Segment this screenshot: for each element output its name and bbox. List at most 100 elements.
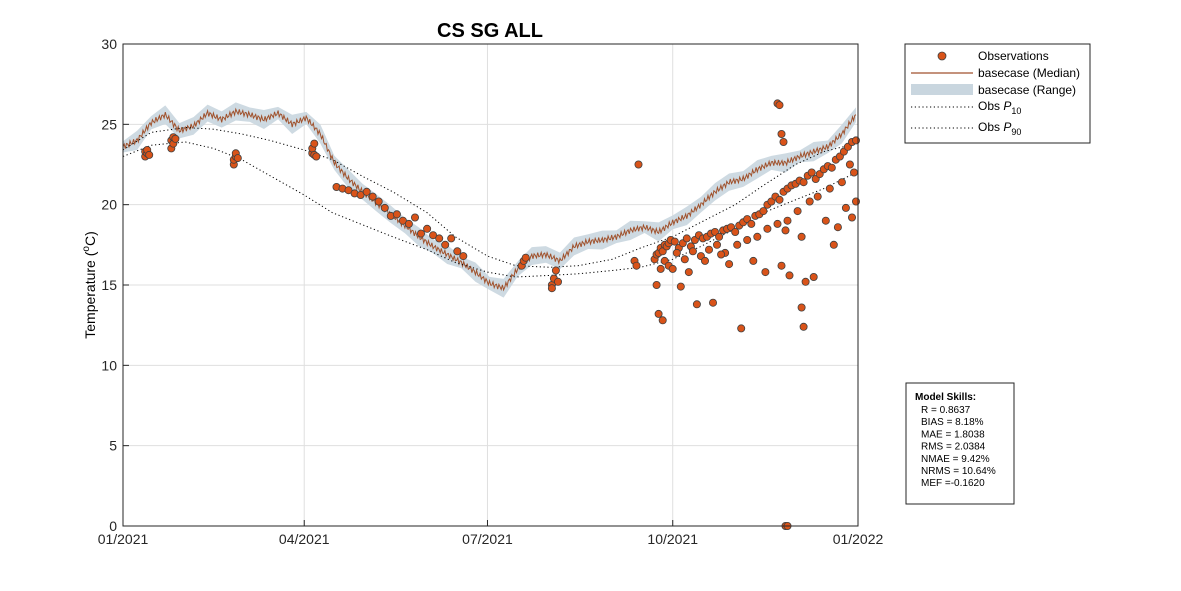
observation-point [763,224,772,233]
y-axis-ticks: 0 5 10 15 20 25 30 [101,36,129,534]
observation-point [380,203,389,212]
observation-point [356,190,365,199]
y-tick-label: 15 [101,277,117,293]
observation-point [632,261,641,270]
y-axis-label-main: Temperature ( [82,251,98,338]
observation-point [749,256,758,265]
observation-point [701,256,710,265]
observation-point [827,163,836,172]
legend-p10-text: Obs [978,99,1003,113]
observation-point [833,223,842,232]
observation-point [447,234,456,243]
observation-point [441,240,450,249]
model-skill-line: MAE = 1.8038 [921,429,985,440]
observation-point [797,232,806,241]
observation-point [362,187,371,196]
y-axis-label: Temperature (oC) [81,231,98,339]
legend-p90-p: P [1003,120,1011,134]
observation-point [713,240,722,249]
observation-point [775,101,784,110]
observation-point [634,160,643,169]
observation-point [773,219,782,228]
observation-point [781,226,790,235]
observation-point [825,184,834,193]
observation-point [680,255,689,264]
observation-point [848,213,857,222]
model-skills-frame [905,382,1015,505]
observation-point [777,261,786,270]
legend-range-patch [911,84,973,95]
observation-point [705,245,714,254]
observation-point [670,237,679,246]
model-skills-title: Model Skills: [915,392,976,403]
y-tick-label: 5 [109,438,117,454]
observation-point [554,277,563,286]
x-axis-ticks: 01/2021 04/2021 07/2021 10/2021 01/2022 [98,520,884,547]
observation-point [171,134,180,143]
observation-point [841,203,850,212]
observation-point [797,303,806,312]
observation-markers [141,99,861,531]
observation-point [392,210,401,219]
observation-point [850,168,859,177]
y-tick-label: 30 [101,36,117,52]
legend: Observations basecase (Median) basecase … [904,43,1091,144]
model-skill-line: BIAS = 8.18% [921,417,984,428]
x-tick-label: 01/2021 [98,531,149,547]
y-tick-label: 25 [101,116,117,132]
observation-point [656,264,665,273]
percentile-lines [122,126,857,278]
model-skill-line: RMS = 2.0384 [921,442,986,453]
observation-point [521,253,530,262]
observation-point [761,268,770,277]
observation-point [374,197,383,206]
x-tick-label: 04/2021 [279,531,330,547]
y-tick-label: 10 [101,357,117,373]
legend-p90-text: Obs [978,120,1003,134]
observation-point [717,250,726,259]
observation-point [453,247,462,256]
observation-point [692,300,701,309]
observation-point [852,197,861,206]
observation-point [715,232,724,241]
observation-point [416,229,425,238]
legend-p90-sub: 90 [1011,127,1021,137]
model-skill-line: NMAE = 9.42% [921,454,990,465]
median-line [122,107,857,292]
observation-point [459,252,468,261]
observation-point [682,234,691,243]
x-tick-label: 10/2021 [647,531,698,547]
observation-point [676,282,685,291]
observation-point [684,268,693,277]
observation-point [743,235,752,244]
observation-point [233,154,242,163]
observation-point [779,137,788,146]
observation-point [785,271,794,280]
legend-median-label: basecase (Median) [978,66,1080,80]
observation-point [145,150,154,159]
observation-point [783,216,792,225]
observation-point [737,324,746,333]
legend-observations-label: Observations [978,49,1049,63]
observation-point [775,195,784,204]
observation-point [801,277,810,286]
p10-line [122,141,857,278]
observation-point [435,234,444,243]
observation-point [652,280,661,289]
observation-point [813,192,822,201]
observation-point [668,264,677,273]
y-axis-label-unit: C) [82,231,98,246]
observation-point [725,260,734,269]
observation-point [547,284,556,293]
observation-point [777,129,786,138]
observation-point [837,178,846,187]
observation-point [805,197,814,206]
observation-point [410,213,419,222]
y-tick-label: 20 [101,197,117,213]
observation-point [672,248,681,257]
observation-point [809,272,818,281]
observation-point [759,207,768,216]
